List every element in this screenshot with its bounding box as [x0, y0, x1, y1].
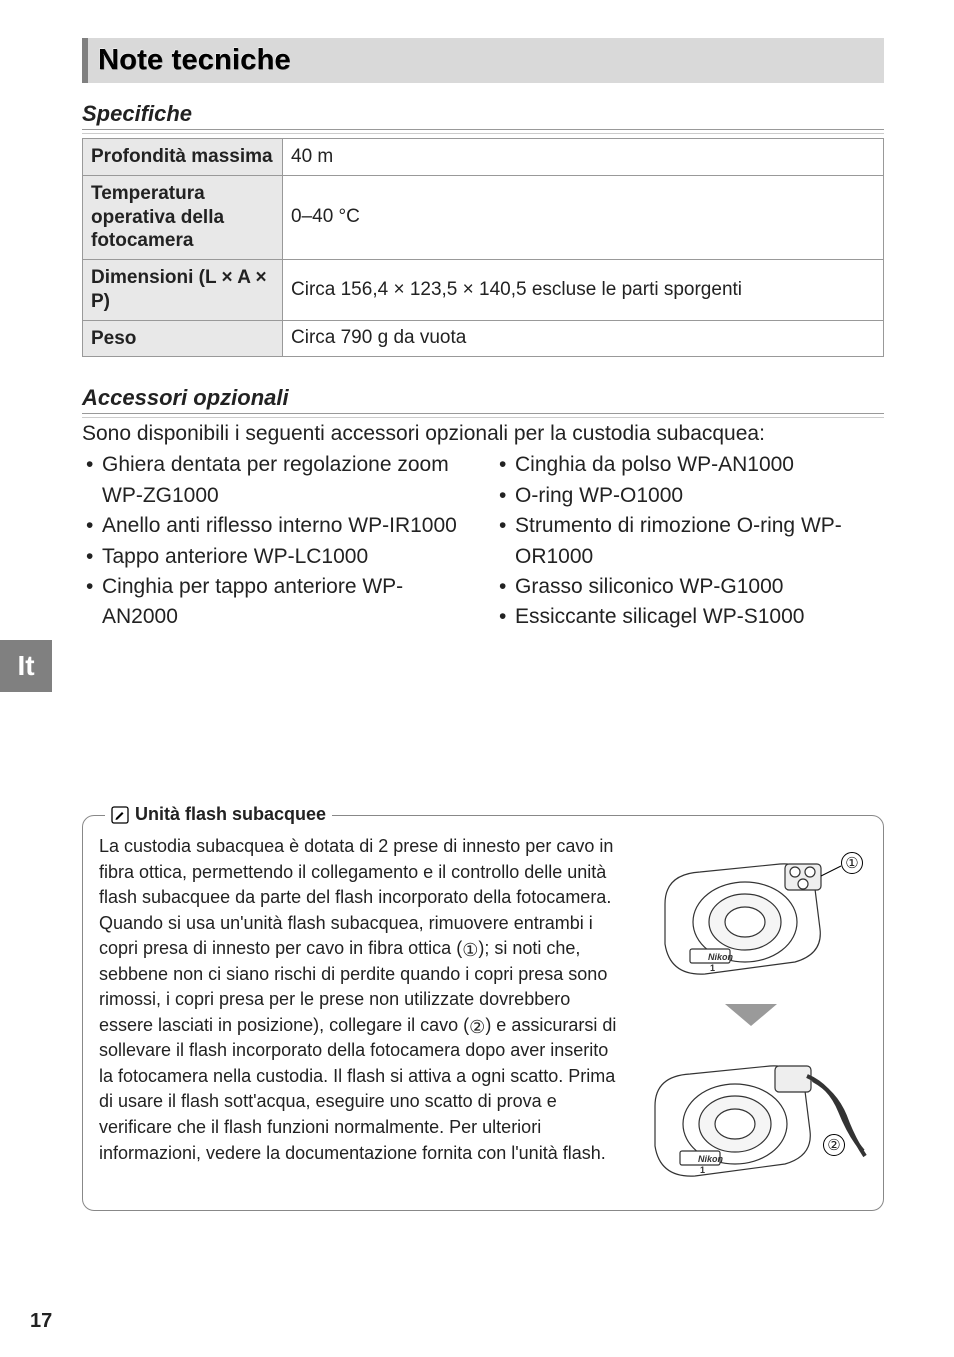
spec-label: Profondità massima [83, 139, 283, 176]
list-item: Ghiera dentata per regolazione zoom WP-Z… [82, 450, 471, 511]
spec-label: Temperatura operativa della fotocamera [83, 175, 283, 259]
callout-two-inline: ② [469, 1018, 485, 1036]
figure-top: Nikon 1 ① [635, 834, 867, 994]
spec-value: 0–40 °C [283, 175, 884, 259]
list-item: Strumento di rimozione O-ring WP-OR1000 [495, 511, 884, 572]
table-row: Peso Circa 790 g da vuota [83, 320, 884, 357]
note-title: Unità flash subacquee [105, 804, 332, 825]
svg-text:1: 1 [710, 963, 715, 973]
subheading-accessori: Accessori opzionali [82, 385, 884, 414]
list-item: Cinghia per tappo anteriore WP-AN2000 [82, 572, 471, 633]
svg-text:Nikon: Nikon [698, 1154, 724, 1164]
spec-table: Profondità massima 40 m Temperatura oper… [82, 138, 884, 357]
accessories-intro: Sono disponibili i seguenti accessori op… [82, 422, 884, 446]
svg-text:Nikon: Nikon [708, 952, 734, 962]
list-item: Cinghia da polso WP-AN1000 [495, 450, 884, 480]
spec-value: Circa 790 g da vuota [283, 320, 884, 357]
spec-label: Dimensioni (L × A × P) [83, 260, 283, 321]
spec-value: Circa 156,4 × 123,5 × 140,5 escluse le p… [283, 260, 884, 321]
note-title-text: Unità flash subacquee [135, 804, 326, 825]
svg-text:1: 1 [700, 1165, 705, 1175]
accessories-right: Cinghia da polso WP-AN1000 O-ring WP-O10… [495, 450, 884, 633]
figure-bottom: Nikon 1 ② [635, 1036, 867, 1196]
section-heading-text: Note tecniche [98, 44, 291, 76]
page-number: 17 [30, 1310, 52, 1333]
note-figures: Nikon 1 ① [635, 834, 867, 1196]
spec-value: 40 m [283, 139, 884, 176]
list-item: Grasso siliconico WP-G1000 [495, 572, 884, 602]
accessories-columns: Ghiera dentata per regolazione zoom WP-Z… [82, 450, 884, 633]
spec-label: Peso [83, 320, 283, 357]
note-box: Unità flash subacquee La custodia subacq… [82, 815, 884, 1211]
table-row: Dimensioni (L × A × P) Circa 156,4 × 123… [83, 260, 884, 321]
section-heading: Note tecniche [82, 38, 884, 83]
list-item: O-ring WP-O1000 [495, 481, 884, 511]
list-item: Tappo anteriore WP-LC1000 [82, 542, 471, 572]
note-text: La custodia subacquea è dotata di 2 pres… [99, 834, 617, 1196]
pencil-icon [111, 806, 129, 824]
language-tab: It [0, 640, 52, 692]
subheading-specifiche: Specifiche [82, 101, 884, 130]
note-text-part: ) e assicurarsi di sollevare il flash in… [99, 1015, 616, 1163]
callout-two: ② [823, 1134, 845, 1156]
down-arrow-icon [725, 1004, 777, 1026]
accessories-left: Ghiera dentata per regolazione zoom WP-Z… [82, 450, 471, 633]
callout-one: ① [841, 852, 863, 874]
table-row: Profondità massima 40 m [83, 139, 884, 176]
table-row: Temperatura operativa della fotocamera 0… [83, 175, 884, 259]
list-item: Essiccante silicagel WP-S1000 [495, 602, 884, 632]
callout-one-inline: ① [462, 941, 478, 959]
list-item: Anello anti riflesso interno WP-IR1000 [82, 511, 471, 541]
